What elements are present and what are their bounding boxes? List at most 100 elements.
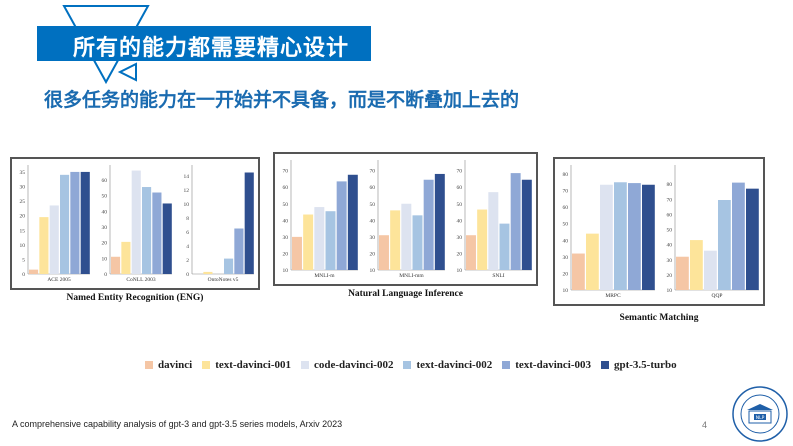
bar-text-davinci-002 [60,174,70,274]
x-category-label: MNLI-mm [399,273,424,279]
bar-text-davinci-002 [718,200,731,290]
bar-code-davinci-002 [401,203,412,270]
y-tick-label: 70 [370,169,376,175]
bar-davinci [676,256,689,290]
bar-text-davinci-003 [510,173,521,270]
bar-gpt-3.5-turbo [642,184,655,290]
bar-gpt-3.5-turbo [244,172,254,274]
y-tick-label: 10 [457,268,463,274]
y-tick-label: 60 [283,185,289,191]
y-tick-label: 80 [667,182,673,188]
citation-footer: A comprehensive capability analysis of g… [12,419,343,429]
slide-subtitle: 很多任务的能力在一开始并不具备，而是不断叠加上去的 [44,89,520,111]
bar-code-davinci-002 [488,192,499,270]
bar-code-davinci-002 [600,184,613,290]
y-tick-label: 50 [667,228,673,234]
y-tick-label: 10 [184,202,190,208]
y-tick-label: 20 [563,271,569,277]
y-tick-label: 14 [184,174,190,180]
y-tick-label: 80 [563,172,569,178]
fudan-nlp-logo: NLP [732,386,788,442]
bar-text-davinci-001 [303,214,314,270]
bar-text-davinci-003 [152,192,162,274]
chart-legend: davinci text-davinci-001 code-davinci-00… [145,359,677,371]
bar-text-davinci-001 [39,217,49,274]
bar-text-davinci-003 [234,228,244,274]
y-tick-label: 30 [667,258,673,264]
y-tick-label: 40 [667,243,673,249]
y-tick-label: 70 [563,189,569,195]
legend-item: text-davinci-002 [403,359,492,371]
bar-gpt-3.5-turbo [746,188,759,290]
y-tick-label: 70 [667,197,673,203]
y-tick-label: 60 [563,205,569,211]
bar-gpt-3.5-turbo [434,173,445,270]
bar-davinci [292,236,302,270]
bar-davinci [379,235,389,270]
y-tick-label: 50 [563,222,569,228]
bar-text-davinci-001 [203,271,213,274]
semantic-matching-chart: 10 20 30 40 50 60 70 80 MRPC 10 20 30 40 50 60 70 80 QQP [563,165,759,299]
x-category-label: CoNLL 2003 [126,277,156,283]
y-tick-label: 40 [457,218,463,224]
legend-label: davinci [158,359,193,371]
y-tick-label: 60 [370,185,376,191]
y-tick-label: 40 [283,218,289,224]
y-tick-label: 15 [20,228,26,234]
y-tick-label: 40 [563,238,569,244]
nli-chart: 10 20 30 40 50 60 70 MNLI-m 10 20 30 40 50 60 70 MNLI-m… [283,160,532,279]
bar-text-davinci-003 [628,183,641,290]
bar-text-davinci-001 [121,241,131,274]
bar-text-davinci-002 [325,211,336,270]
y-tick-label: 20 [283,251,289,257]
legend-item: davinci [145,359,192,371]
bar-text-davinci-001 [390,210,401,270]
y-tick-label: 20 [102,241,108,247]
legend-label: text-davinci-002 [416,359,493,371]
y-tick-label: 70 [283,169,289,175]
page-number: 4 [702,420,708,430]
y-tick-label: 10 [563,288,569,294]
ner-chart-panel: 0 5 10 15 20 25 30 35 ACE 2005 0 10 20 30 40 50 60 CoNLL… [10,157,260,290]
y-tick-label: 30 [20,185,26,191]
title-banner [37,26,371,61]
x-category-label: QQP [711,293,722,299]
y-tick-label: 0 [22,272,25,278]
bar-gpt-3.5-turbo [521,179,532,270]
semantic-matching-chart-caption: Semantic Matching [619,313,699,323]
y-tick-label: 8 [186,216,189,222]
legend-label: gpt-3.5-turbo [613,359,677,371]
x-category-label: ACE 2005 [47,277,71,283]
legend-label: code-davinci-002 [314,359,394,371]
y-tick-label: 50 [283,202,289,208]
bar-davinci [466,235,476,270]
legend-item: text-davinci-001 [202,359,291,371]
y-tick-label: 10 [102,256,108,262]
y-tick-label: 20 [667,273,673,279]
bar-text-davinci-003 [70,171,80,274]
x-category-label: OntoNotes v5 [208,277,239,283]
legend-swatch [403,361,412,369]
y-tick-label: 20 [370,251,376,257]
y-tick-label: 2 [186,258,189,264]
bar-text-davinci-003 [336,181,347,270]
bar-text-davinci-001 [586,233,599,290]
bar-text-davinci-002 [412,215,423,270]
bar-text-davinci-002 [614,182,627,290]
legend-item: code-davinci-002 [301,359,393,371]
y-tick-label: 4 [186,244,189,250]
bar-code-davinci-002 [704,250,717,290]
bar-code-davinci-002 [314,207,325,270]
bar-text-davinci-002 [224,258,234,274]
y-tick-label: 60 [102,178,108,184]
bar-gpt-3.5-turbo [347,174,358,270]
y-tick-label: 60 [667,212,673,218]
y-tick-label: 40 [102,209,108,215]
y-tick-label: 40 [370,218,376,224]
y-tick-label: 70 [457,169,463,175]
semantic-matching-chart-panel: 10 20 30 40 50 60 70 80 MRPC 10 20 30 40 50 60 70 80 QQP [553,157,765,306]
bar-text-davinci-003 [423,179,434,270]
y-tick-label: 50 [370,202,376,208]
y-tick-label: 30 [102,225,108,231]
